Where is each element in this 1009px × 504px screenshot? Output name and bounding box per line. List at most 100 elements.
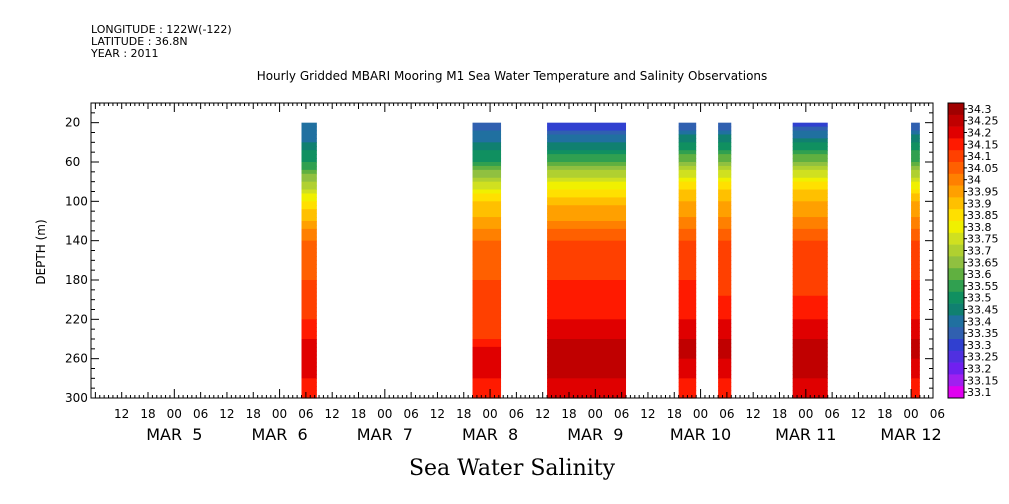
- heatmap-cell: [678, 378, 697, 383]
- heatmap-cell: [472, 280, 502, 285]
- heatmap-cell: [547, 169, 627, 175]
- x-hour-label: 18: [246, 407, 261, 421]
- heatmap-cell: [678, 201, 697, 206]
- heatmap-cell: [678, 264, 697, 269]
- heatmap-cell: [792, 264, 828, 269]
- heatmap-cell: [718, 142, 732, 147]
- heatmap-cell: [718, 197, 732, 202]
- heatmap-cell: [678, 256, 697, 261]
- heatmap-cell: [678, 150, 697, 155]
- heatmap-cell: [547, 370, 627, 375]
- heatmap-cell: [301, 177, 317, 183]
- heatmap-cell: [911, 193, 920, 198]
- heatmap-cell: [472, 386, 502, 391]
- x-hour-label: 18: [877, 407, 892, 421]
- heatmap-cell: [718, 323, 732, 328]
- x-hour-label: 00: [693, 407, 708, 421]
- x-hour-label: 12: [640, 407, 655, 421]
- heatmap-cell: [911, 315, 920, 320]
- x-hour-label: 12: [746, 407, 761, 421]
- colorbar-swatch: [948, 256, 964, 269]
- heatmap-cell: [301, 315, 317, 320]
- x-hour-label: 00: [377, 407, 392, 421]
- heatmap-cell: [678, 362, 697, 368]
- heatmap-cell: [911, 138, 920, 143]
- heatmap-cell: [301, 382, 317, 387]
- heatmap-cell: [792, 256, 828, 261]
- heatmap-cell: [547, 264, 627, 269]
- heatmap-cell: [911, 374, 920, 379]
- heatmap-cell: [678, 382, 697, 387]
- heatmap-cell: [678, 315, 697, 320]
- heatmap-cell: [472, 382, 502, 387]
- colorbar-label: 33.4: [967, 315, 992, 328]
- heatmap-cell: [472, 221, 502, 226]
- heatmap-cell: [678, 181, 697, 187]
- heatmap-cell: [547, 162, 627, 167]
- heatmap-cell: [792, 299, 828, 305]
- heatmap-cell: [718, 256, 732, 261]
- heatmap-cell: [678, 228, 697, 234]
- heatmap-cell: [547, 272, 627, 277]
- heatmap-cell: [911, 366, 920, 372]
- colorbar-label: 33.25: [967, 351, 999, 364]
- heatmap-cell: [911, 201, 920, 206]
- heatmap-cell: [792, 315, 828, 320]
- heatmap-cell: [301, 126, 317, 132]
- heatmap-cell: [472, 260, 502, 265]
- heatmap-cell: [547, 146, 627, 151]
- heatmap-cell: [678, 173, 697, 179]
- heatmap-cell: [792, 311, 828, 316]
- x-day-label: MAR 6: [251, 425, 307, 444]
- heatmap-cell: [472, 362, 502, 368]
- heatmap-cell: [718, 358, 732, 364]
- heatmap-cell: [792, 217, 828, 222]
- heatmap-cell: [792, 283, 828, 289]
- heatmap-cell: [301, 142, 317, 147]
- heatmap-cell: [472, 126, 502, 132]
- heatmap-cell: [792, 280, 828, 285]
- heatmap-cell: [792, 185, 828, 191]
- heatmap-cell: [547, 260, 627, 265]
- heatmap-cell: [718, 146, 732, 151]
- data-segment: [547, 122, 627, 399]
- heatmap-cell: [718, 370, 732, 375]
- heatmap-cell: [911, 370, 920, 375]
- heatmap-cell: [792, 193, 828, 198]
- heatmap-cell: [718, 232, 732, 238]
- y-tick-label: 300: [65, 391, 88, 405]
- heatmap-cell: [472, 209, 502, 214]
- heatmap-cell: [911, 386, 920, 391]
- heatmap-cell: [678, 209, 697, 214]
- x-hour-label: 06: [930, 407, 945, 421]
- x-hour-label: 18: [772, 407, 787, 421]
- heatmap-cell: [547, 150, 627, 155]
- heatmap-cell: [472, 283, 502, 289]
- heatmap-cell: [718, 362, 732, 368]
- heatmap-cell: [792, 358, 828, 364]
- colorbar-label: 33.3: [967, 339, 992, 352]
- heatmap-cell: [678, 126, 697, 132]
- heatmap-cell: [301, 346, 317, 352]
- heatmap-cell: [911, 350, 920, 356]
- heatmap-cell: [792, 165, 828, 171]
- heatmap-cell: [792, 134, 828, 139]
- heatmap-cell: [472, 197, 502, 202]
- y-tick-label: 180: [65, 273, 88, 287]
- colorbar-swatch: [948, 126, 964, 139]
- heatmap-cell: [911, 232, 920, 238]
- heatmap-cell: [792, 138, 828, 143]
- heatmap-cell: [792, 350, 828, 356]
- heatmap-cell: [792, 303, 828, 309]
- heatmap-cell: [911, 335, 920, 340]
- heatmap-cell: [301, 189, 317, 195]
- heatmap-cell: [911, 146, 920, 151]
- colorbar-swatch: [948, 350, 964, 363]
- heatmap-cell: [547, 268, 627, 273]
- heatmap-cell: [911, 295, 920, 301]
- heatmap-cell: [547, 346, 627, 352]
- heatmap-cell: [547, 315, 627, 320]
- heatmap-cell: [718, 205, 732, 210]
- heatmap-cell: [718, 335, 732, 340]
